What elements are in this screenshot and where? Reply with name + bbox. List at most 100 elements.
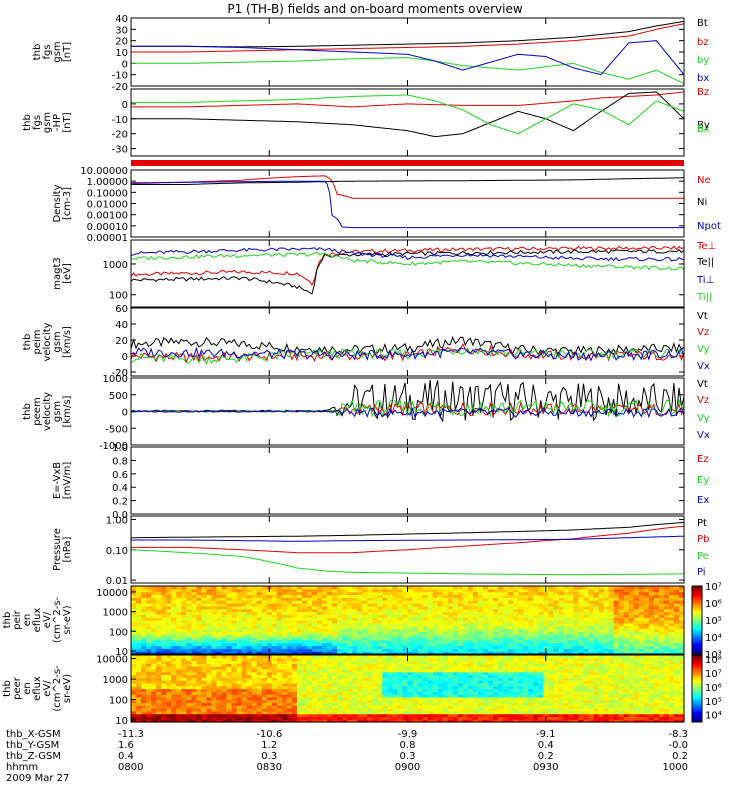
heatmap-cell	[261, 605, 268, 610]
heatmap-cell	[241, 666, 248, 670]
heatmap-cell	[241, 685, 248, 690]
heatmap-cell	[161, 634, 167, 638]
heatmap-cell	[221, 591, 228, 596]
heatmap-cell	[392, 702, 399, 706]
heatmap-cell	[141, 614, 147, 618]
heatmap-cell	[452, 611, 459, 615]
heatmap-cell	[417, 597, 424, 601]
heatmap-cell	[377, 660, 383, 664]
colorbar-cell	[692, 647, 702, 650]
heatmap-cell	[286, 699, 293, 704]
heatmap-cell	[151, 600, 157, 604]
heatmap-cell	[387, 594, 394, 598]
heatmap-cell	[281, 648, 288, 652]
heatmap-cell	[492, 713, 499, 718]
heatmap-cell	[241, 708, 248, 712]
heatmap-cell	[332, 622, 338, 627]
y-tick-label: -500	[105, 424, 128, 435]
heatmap-cell	[342, 660, 348, 664]
heatmap-cell	[342, 603, 348, 607]
heatmap-cell	[658, 591, 665, 596]
heatmap-cell	[266, 696, 273, 701]
heatmap-cell	[382, 713, 388, 718]
y-tick-label: 0	[122, 100, 128, 111]
heatmap-cell	[251, 702, 258, 706]
heatmap-cell	[603, 622, 610, 627]
heatmap-cell	[568, 605, 574, 610]
colorbar-cell	[692, 626, 702, 629]
heatmap-cell	[357, 586, 363, 590]
heatmap-cell	[538, 719, 544, 723]
heatmap-cell	[678, 645, 685, 649]
heatmap-cell	[618, 645, 625, 649]
heatmap-cell	[457, 657, 464, 662]
heatmap-cell	[311, 608, 318, 613]
heatmap-cell	[518, 685, 524, 690]
heatmap-cell	[678, 620, 685, 624]
heatmap-cell	[457, 600, 464, 604]
y-tick-label: 0.00001	[87, 233, 128, 244]
heatmap-cell	[342, 705, 348, 709]
heatmap-cell	[306, 694, 313, 698]
heatmap-cell	[332, 663, 338, 667]
heatmap-cell	[633, 591, 640, 596]
heatmap-cell	[472, 663, 479, 667]
heatmap-cell	[166, 614, 172, 618]
colorbar-tick-label: 10⁷	[705, 582, 722, 593]
heatmap-cell	[437, 588, 444, 593]
heatmap-cell	[221, 648, 228, 652]
heatmap-cell	[176, 710, 182, 715]
heatmap-cell	[618, 639, 625, 644]
heatmap-cell	[271, 671, 278, 676]
heatmap-cell	[482, 713, 489, 718]
heatmap-cell	[508, 625, 514, 630]
heatmap-cell	[533, 622, 539, 627]
heatmap-cell	[266, 668, 273, 673]
heatmap-cell	[382, 671, 388, 676]
heatmap-cell	[226, 660, 233, 664]
heatmap-cell	[236, 634, 243, 638]
heatmap-cell	[497, 645, 504, 649]
series-line-Pi	[131, 535, 684, 542]
heatmap-cell	[216, 710, 223, 715]
heatmap-cell	[407, 628, 414, 632]
heatmap-cell	[156, 611, 162, 615]
heatmap-cell	[382, 634, 388, 638]
heatmap-cell	[156, 628, 162, 632]
heatmap-cell	[457, 651, 464, 655]
heatmap-cell	[296, 605, 303, 610]
heatmap-cell	[503, 651, 509, 655]
heatmap-cell	[281, 631, 288, 635]
heatmap-cell	[457, 642, 464, 647]
heatmap-cell	[161, 691, 167, 695]
heatmap-cell	[146, 639, 152, 644]
heatmap-cell	[327, 645, 333, 649]
heatmap-cell	[266, 680, 273, 684]
heatmap-cell	[603, 614, 610, 618]
heatmap-cell	[558, 608, 564, 613]
heatmap-cell	[211, 710, 218, 715]
colorbar-cell	[692, 587, 702, 590]
heatmap-cell	[347, 625, 353, 630]
heatmap-cell	[643, 639, 650, 644]
heatmap-cell	[236, 631, 243, 635]
heatmap-cell	[362, 608, 368, 613]
heatmap-cell	[131, 639, 137, 644]
heatmap-cell	[131, 710, 137, 715]
heatmap-cell	[161, 651, 167, 655]
heatmap-cell	[301, 699, 308, 704]
heatmap-cell	[472, 666, 479, 670]
heatmap-cell	[432, 691, 439, 695]
heatmap-cell	[176, 651, 182, 655]
heatmap-cell	[141, 680, 147, 684]
heatmap-cell	[427, 691, 434, 695]
heatmap-cell	[432, 699, 439, 704]
heatmap-cell	[472, 591, 479, 596]
heatmap-cell	[161, 608, 167, 613]
heatmap-cell	[211, 708, 218, 712]
heatmap-cell	[518, 611, 524, 615]
heatmap-cell	[136, 663, 142, 667]
heatmap-cell	[146, 713, 152, 718]
heatmap-cell	[568, 625, 574, 630]
heatmap-cell	[678, 625, 685, 630]
